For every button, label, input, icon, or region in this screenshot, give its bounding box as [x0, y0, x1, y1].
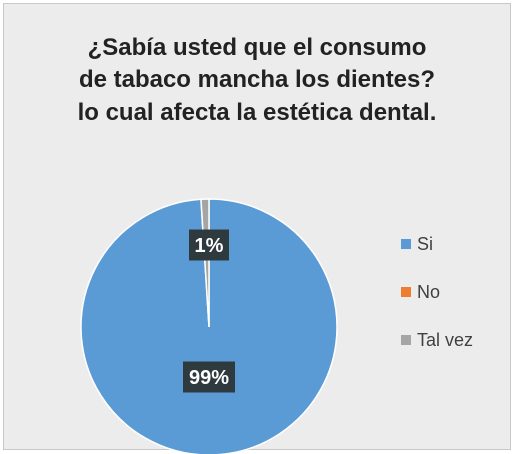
data-label-tal-vez: 1%	[189, 229, 229, 261]
legend-label-no: No	[417, 281, 441, 302]
legend-label-tal-vez: Tal vez	[417, 329, 474, 350]
chart-title-line-3: lo cual afecta la estética dental.	[77, 98, 437, 126]
legend-swatch-si	[401, 239, 411, 249]
chart-title-line-2: de tabaco mancha los dientes?	[78, 66, 436, 94]
data-label-text-si: 99%	[189, 367, 229, 389]
data-label-box-si	[183, 361, 235, 393]
legend-item-si: Si	[401, 232, 511, 256]
legend-swatch-no	[401, 287, 411, 297]
data-label-text-tal-vez: 1%	[195, 235, 224, 257]
chart-title: ¿Sabía usted que el consumo de tabaco ma…	[24, 32, 490, 129]
data-label-box-tal-vez	[189, 229, 229, 261]
legend-swatch-tal-vez	[401, 335, 411, 345]
pie-slice-si	[80, 198, 338, 454]
data-label-si: 99%	[183, 361, 235, 393]
legend-label-si: Si	[417, 233, 434, 254]
legend-item-no: No	[401, 280, 511, 304]
chart-title-line-1: ¿Sabía usted que el consumo	[87, 34, 427, 61]
legend: Si No Tal vez	[401, 232, 511, 376]
legend-item-tal-vez: Tal vez	[401, 328, 511, 352]
